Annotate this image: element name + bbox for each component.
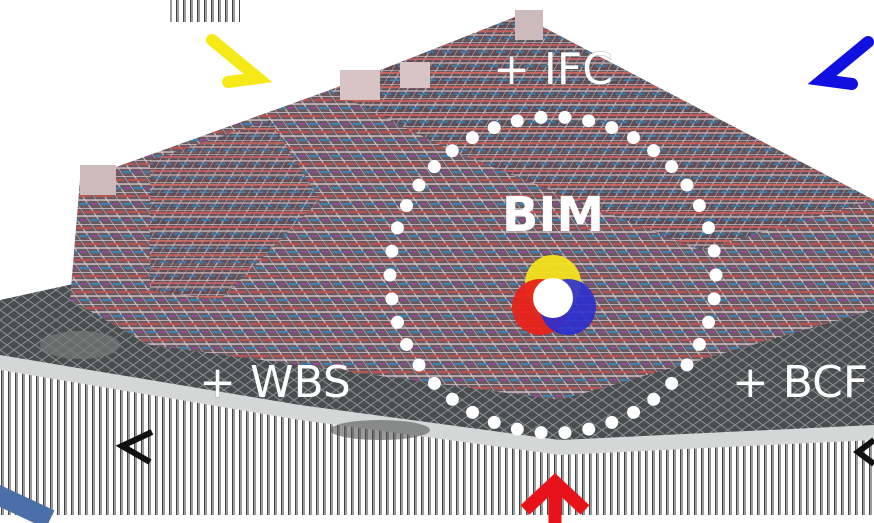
label-left: + WBS [199,357,351,408]
dotted-circle [383,110,723,440]
bim-logo [512,255,596,335]
arrow-blue [807,36,874,90]
label-center: BIM [502,187,604,243]
label-right: + BCF [732,357,868,408]
arrow-red [520,473,590,523]
arrow-yellow [206,34,273,88]
arrow-black-left [115,429,154,465]
label-top: + IFC [493,44,613,95]
arrow-black-right [853,437,874,467]
